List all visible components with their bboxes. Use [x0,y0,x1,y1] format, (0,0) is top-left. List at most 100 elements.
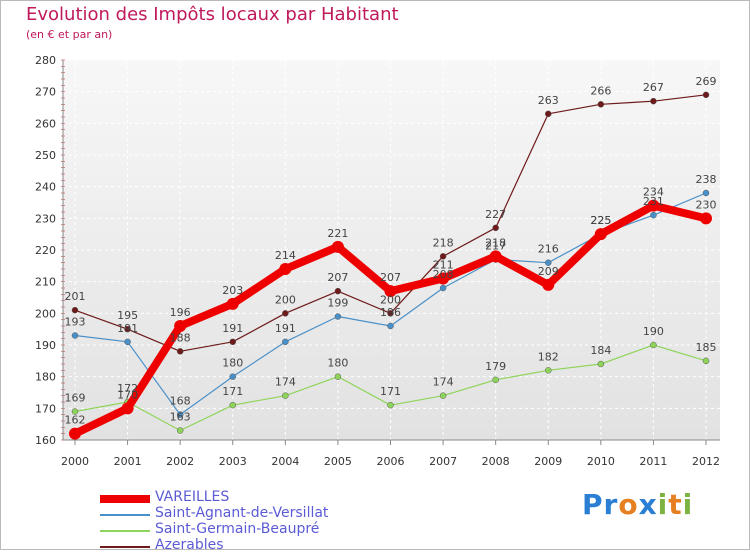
data-point [439,284,447,292]
y-tick-label: 270 [35,86,56,99]
data-point [702,357,710,365]
data-point [334,373,342,380]
data-point [594,228,607,241]
data-point [282,338,289,346]
data-label: 209 [538,265,559,278]
data-label: 170 [117,388,138,401]
x-tick-label: 2001 [114,455,142,468]
legend-swatch [100,530,150,532]
data-label: 234 [643,186,664,199]
data-point [437,272,450,285]
data-label: 266 [590,84,611,97]
data-point [176,427,184,434]
y-tick-label: 250 [35,149,56,162]
data-label: 180 [327,357,348,370]
data-point [650,341,657,349]
data-label: 191 [222,322,243,335]
data-point [545,110,552,118]
data-label: 201 [65,290,86,303]
legend-item: Saint-Germain-Beaupré [100,521,460,538]
data-point [282,392,289,399]
data-label: 225 [590,214,611,227]
data-label: 174 [433,376,454,389]
data-point [229,338,236,346]
data-point [702,91,710,99]
data-label: 191 [117,322,138,335]
data-label: 208 [433,268,454,281]
data-label: 162 [65,414,86,427]
data-point [69,427,81,440]
y-tick-label: 210 [35,276,56,289]
y-tick-label: 170 [35,402,56,415]
data-label: 185 [696,341,717,354]
data-point [647,199,660,212]
x-tick-label: 2005 [324,455,352,468]
data-point [71,332,79,339]
data-point [387,310,394,317]
x-tick-label: 2008 [482,455,510,468]
y-tick-label: 260 [35,117,56,130]
y-tick-label: 280 [35,54,56,67]
chart-title: Evolution des Impôts locaux par Habitant [26,4,399,25]
legend-swatch [100,495,150,503]
data-point [334,313,342,320]
proxiti-logo: Proxiti [582,488,694,521]
data-point [542,278,555,291]
data-point [174,320,187,332]
data-label: 172 [117,382,138,395]
x-tick-label: 2002 [166,455,194,468]
data-label: 214 [275,249,296,262]
data-point [387,322,394,330]
data-point [229,373,236,380]
data-label: 227 [485,208,506,221]
legend-swatch [100,546,150,548]
data-label: 182 [538,350,559,363]
data-label: 190 [643,325,664,338]
data-label: 207 [380,271,401,284]
y-tick-label: 240 [35,181,56,194]
y-tick-label: 160 [35,434,56,447]
data-label: 263 [538,94,559,107]
y-tick-label: 230 [35,212,56,225]
y-tick-label: 180 [35,371,56,384]
y-tick-label: 190 [35,339,56,352]
data-label: 238 [696,173,717,186]
data-label: 203 [222,284,243,297]
data-label: 188 [170,331,191,344]
legend-item: Saint-Agnant-de-Versillat [100,505,460,522]
legend-label: Saint-Agnant-de-Versillat [155,505,329,521]
x-tick-label: 2007 [429,455,457,468]
data-label: 211 [433,259,454,272]
data-point [71,408,79,415]
data-point [492,224,499,232]
data-point [176,411,184,418]
data-label: 217 [485,240,506,253]
legend-label: VAREILLES [155,489,230,505]
legend-label: Saint-Germain-Beaupré [155,521,320,537]
data-point [121,402,134,415]
data-point [124,338,131,346]
data-label: 207 [327,271,348,284]
data-label: 171 [380,385,401,398]
data-label: 169 [65,392,86,405]
data-point [650,97,657,105]
data-point [545,259,552,266]
data-point [597,101,605,108]
data-label: 171 [222,385,243,398]
legend-swatch [100,514,150,516]
data-label: 225 [590,214,611,227]
data-label: 230 [696,198,717,211]
data-point [597,360,605,368]
data-point [331,240,344,253]
data-point [650,211,657,219]
x-tick-label: 2000 [61,455,89,468]
x-tick-label: 2003 [219,455,247,468]
x-tick-label: 2010 [587,455,615,468]
data-label: 163 [170,411,191,424]
x-tick-label: 2006 [377,455,405,468]
data-label: 200 [275,293,296,306]
data-label: 180 [222,357,243,370]
data-label: 193 [65,316,86,329]
data-point [334,287,342,295]
data-label: 231 [643,195,664,208]
